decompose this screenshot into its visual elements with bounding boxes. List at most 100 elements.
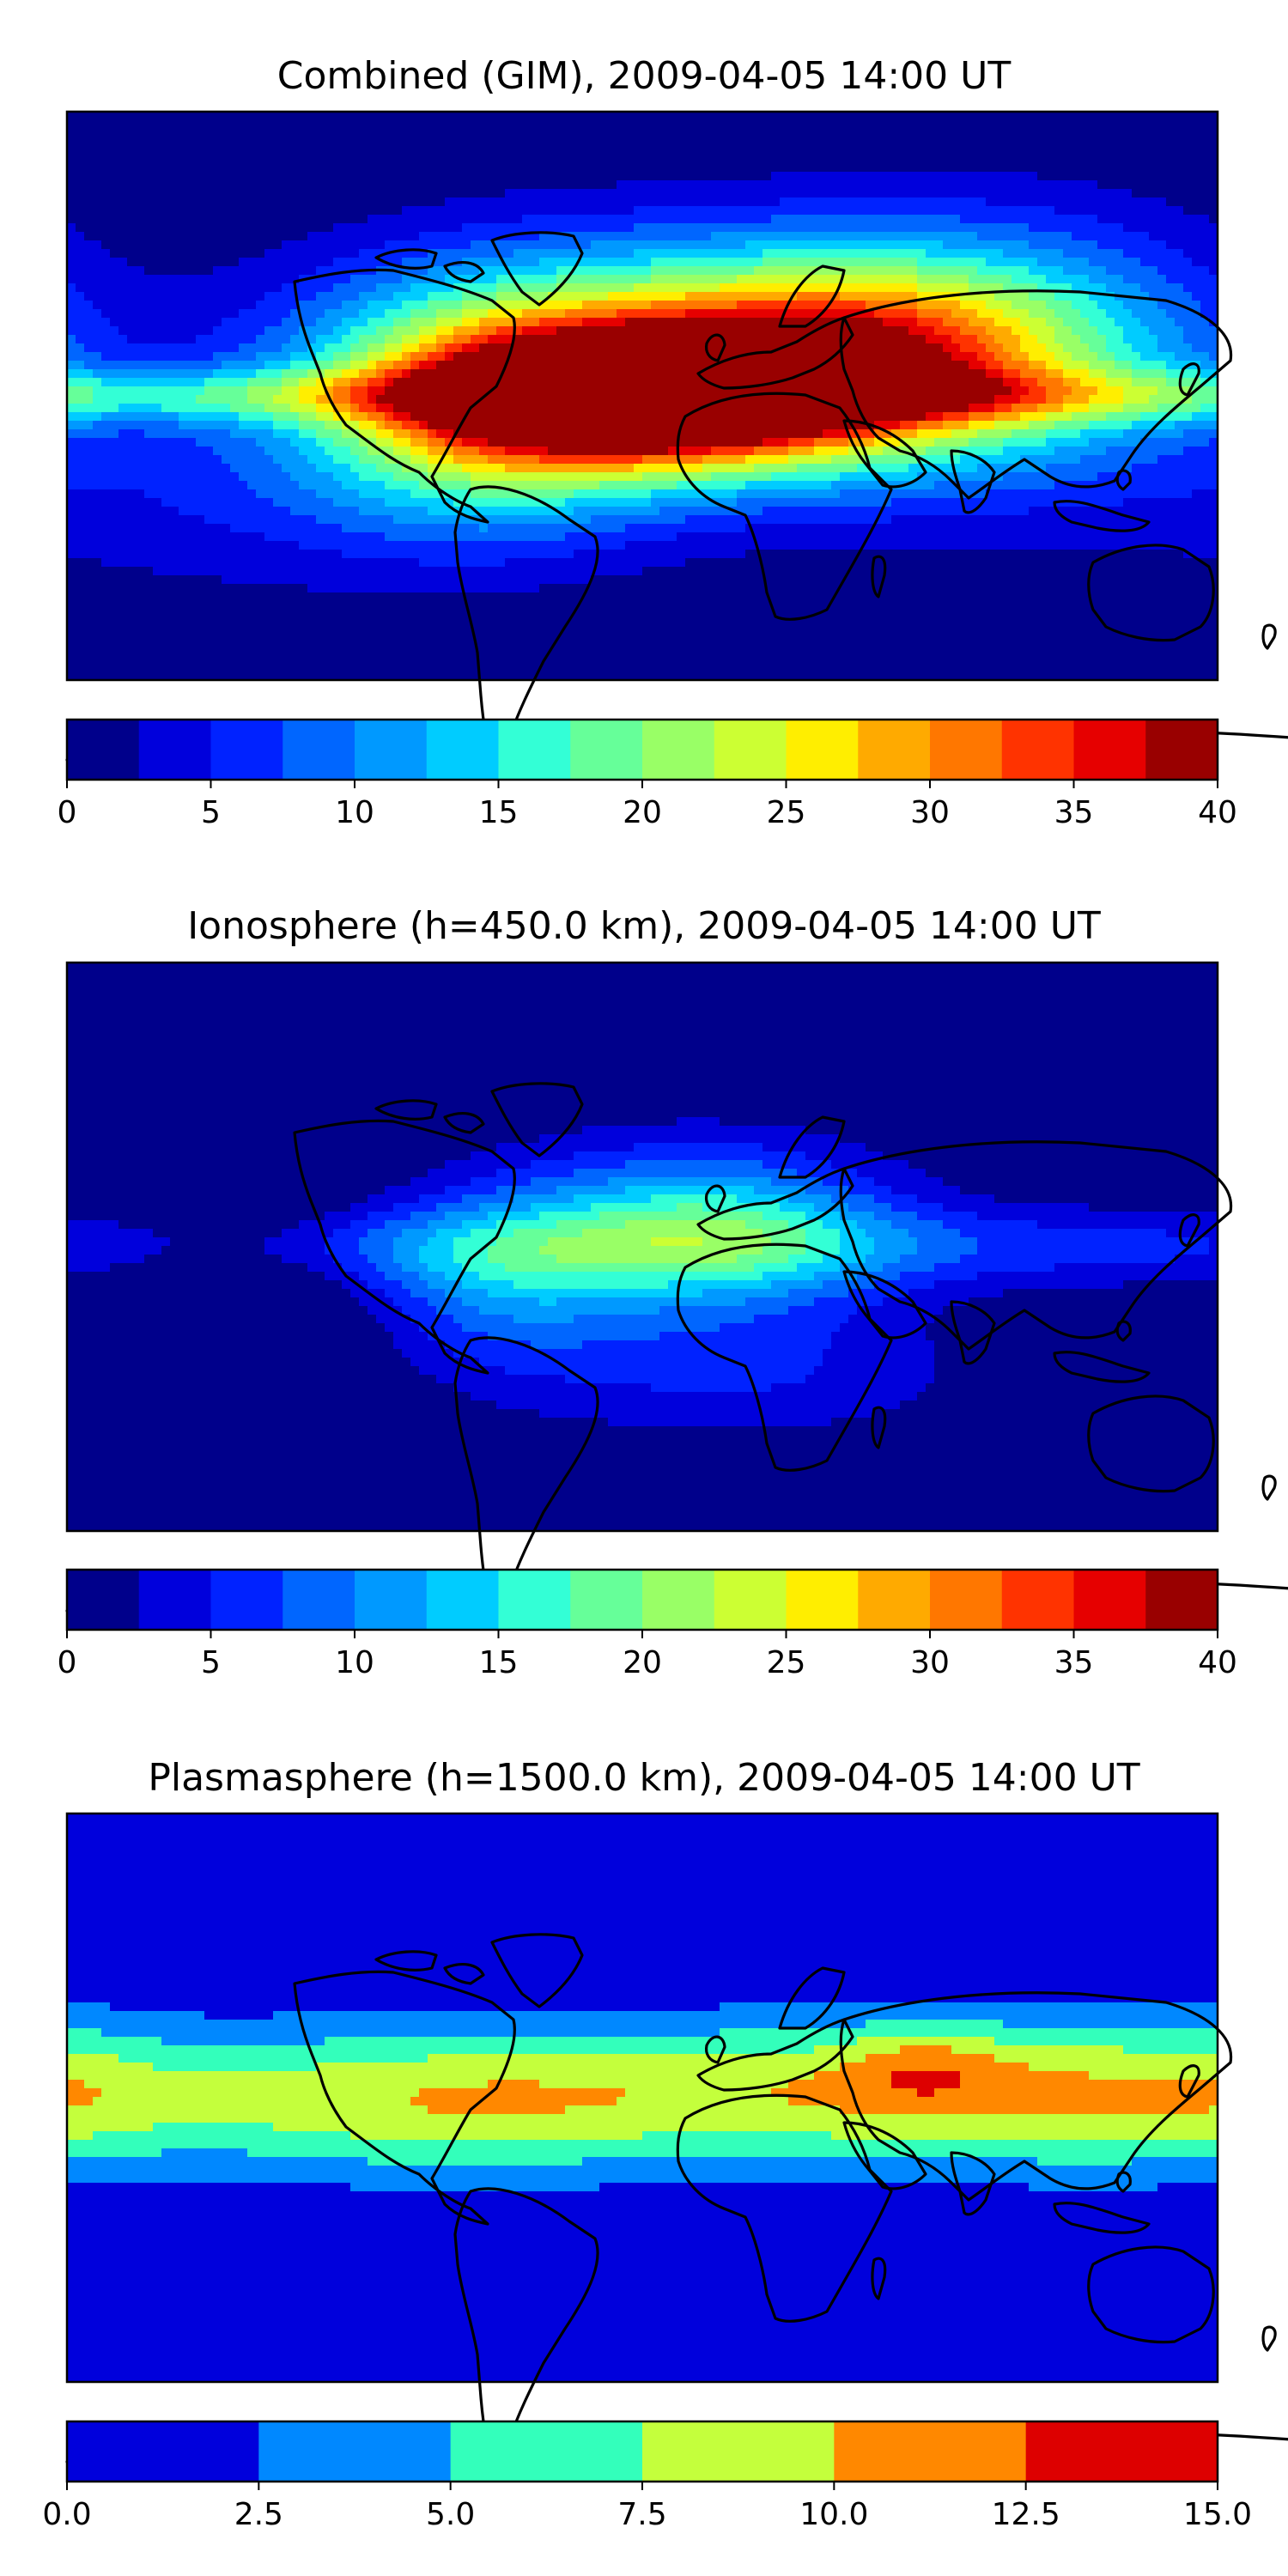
contour-band-cell [874,1409,1218,1419]
contour-band-cell [1157,266,1210,276]
colorbar-tick-label: 40 [1198,1645,1237,1680]
contour-band-cell [737,301,866,310]
contour-band-cell [479,1306,660,1315]
contour-band-cell [67,1212,325,1221]
contour-band-cell [204,378,248,387]
contour-band-cell [290,352,317,361]
contour-band-cell [333,1229,368,1238]
contour-band-cell [1132,378,1167,387]
contour-band-cell [1157,343,1193,353]
contour-band-cell [969,438,1004,447]
contour-band-cell [977,232,1072,241]
contour-band-cell [67,1109,1218,1118]
contour-band-cell [419,558,506,568]
contour-band-cell [797,1169,858,1178]
contour-band-cell [531,1160,626,1170]
colorbar-tick-label: 30 [910,795,950,830]
contour-band-cell [342,335,360,344]
contour-band-cell [943,240,1030,250]
contour-band-cell [67,670,1218,679]
contour-band-cell [393,404,969,413]
contour-band-cell [84,232,308,241]
contour-band-cell [917,318,944,327]
contour-band-cell [874,429,892,439]
contour-band-cell [67,472,240,482]
contour-band-cell [1003,378,1021,387]
contour-band-cell [805,1375,935,1384]
contour-band-cell [445,343,463,353]
contour-band-cell [67,1814,1218,1823]
contour-band-cell [316,352,334,361]
contour-band-cell [737,275,918,284]
contour-band-cell [582,2157,1038,2166]
contour-band-cell [436,429,454,439]
contour-band-cell [333,498,386,507]
contour-band-cell [393,1246,420,1255]
contour-band-cell [67,206,403,216]
contour-band-cell [67,2346,1218,2355]
contour-band-cell [1003,1289,1218,1298]
contour-band-cell [385,1272,420,1281]
contour-band-cell [857,1306,944,1315]
contour-band-cell [67,283,76,293]
contour-band-cell [282,369,308,379]
contour-band-cell [67,1340,394,1350]
contour-band-cell [428,2105,566,2115]
contour-band-cell [67,1366,420,1376]
contour-band-cell [539,318,583,327]
contour-band-cell [273,412,300,422]
contour-band-cell [1132,189,1218,198]
contour-band-cell [1003,369,1021,379]
contour-band-cell [67,1177,411,1187]
contour-band-cell [1166,309,1201,319]
contour-band-cell [350,361,368,370]
contour-band-cell [883,1263,935,1273]
contour-band-cell [1140,258,1193,267]
contour-band-cell [67,2277,1218,2287]
contour-band-cell [67,249,111,258]
contour-band-cell [1029,386,1047,396]
contour-band-cell [428,1263,463,1273]
contour-band-cell [951,429,978,439]
contour-band-cell [316,395,334,404]
colorbar-band [355,720,428,780]
contour-band-cell [385,386,1012,396]
contour-band-cell [599,2183,1030,2192]
contour-band-cell [574,489,652,499]
contour-band-cell [213,352,257,361]
contour-band-cell [67,2157,368,2166]
contour-band-cell [1037,404,1064,413]
contour-band-cell [934,481,1055,490]
map-field [67,1814,1218,2383]
contour-band-cell [556,1297,746,1307]
contour-band-cell [1123,429,1184,439]
contour-band-cell [771,1383,927,1393]
contour-band-cell [67,567,154,576]
contour-band-cell [1183,447,1218,456]
contour-band-cell [67,1469,1218,1479]
contour-band-cell [67,489,145,499]
contour-band-cell [316,515,394,525]
contour-band-cell [282,240,386,250]
colorbar-tick-label: 25 [767,1645,806,1680]
colorbar-tick-label: 20 [623,1645,662,1680]
contour-band-cell [462,1194,514,1204]
panel-combined: Combined (GIM), 2009-04-05 14:00 UT 0 5 10… [58,54,1288,830]
contour-band-cell [788,438,815,447]
contour-band-cell [788,1194,832,1204]
contour-band-cell [67,180,617,190]
contour-band-cell [368,378,386,387]
contour-band-cell [67,1848,1218,1857]
colorbar-band [1025,2421,1218,2482]
contour-band-cell [256,335,291,344]
contour-band-cell [771,215,961,224]
contour-band-cell [67,1443,1218,1453]
contour-band-cell [797,292,841,301]
contour-band-cell [883,318,918,327]
contour-band-cell [385,240,471,250]
contour-band-cell [445,1160,532,1170]
contour-band-cell [857,464,909,473]
contour-band-cell [359,1246,394,1255]
contour-band-cell [1072,352,1098,361]
contour-band-cell [67,541,300,550]
